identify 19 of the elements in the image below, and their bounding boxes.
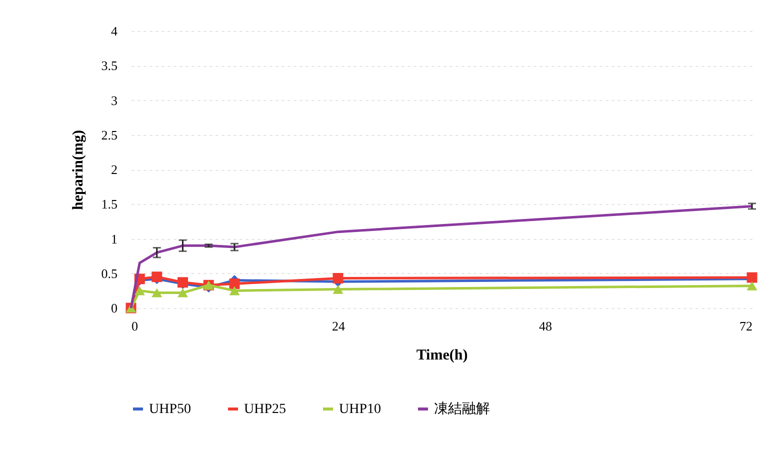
y-tick-label: 4 [111, 24, 118, 38]
x-axis-title: Time(h) [416, 348, 468, 364]
x-tick-label: 0 [132, 318, 138, 334]
y-tick-label: 1 [111, 231, 118, 246]
y-tick-label: 3 [111, 92, 118, 108]
legend-label: UHP10 [339, 402, 382, 417]
x-tick-label: 24 [332, 318, 346, 334]
legend-label: UHP50 [149, 402, 192, 417]
x-tick-label: 72 [740, 318, 752, 334]
y-tick-label: 2.5 [101, 127, 118, 142]
y-tick-label: 0.5 [101, 266, 118, 281]
legend-label: 凍結融解 [434, 401, 490, 417]
y-tick-label: 1.5 [101, 196, 118, 212]
y-tick-label: 2 [111, 162, 118, 177]
y-axis-title: heparin(mg) [70, 130, 86, 210]
y-tick-label: 0 [111, 300, 118, 316]
x-tick-label: 48 [539, 318, 552, 334]
legend-label: UHP25 [244, 402, 286, 417]
y-tick-label: 3.5 [101, 58, 118, 74]
